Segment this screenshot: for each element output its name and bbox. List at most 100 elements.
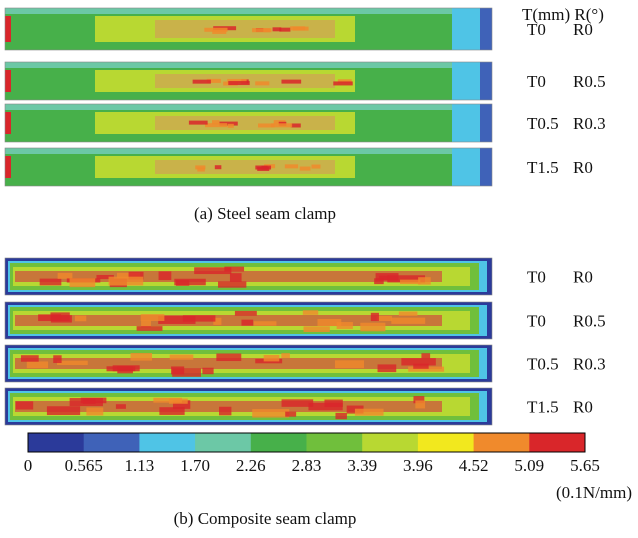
strip-patch (299, 166, 311, 171)
colorbar-frame (27, 432, 586, 453)
strip-zone (5, 16, 11, 42)
row-label-t: T0 (527, 20, 546, 39)
row-label-r: R0.3 (573, 114, 606, 133)
colorbar-tick-label: 2.83 (292, 456, 322, 475)
strip-patch (418, 277, 431, 285)
row-label-t: T0.5 (527, 354, 559, 373)
strip-zone (480, 104, 492, 142)
strip-patch (311, 164, 321, 169)
strip-patch (15, 401, 34, 410)
strip-patch (335, 412, 347, 420)
row-label-r: R0 (573, 158, 593, 177)
strip-patch (421, 353, 431, 359)
strip-patch (337, 79, 352, 84)
strip-patch (284, 164, 299, 169)
strip-zone (5, 8, 492, 14)
strip-patch (255, 81, 270, 86)
colorbar-swatch (139, 433, 196, 452)
strip-patch (171, 366, 185, 375)
strip-patch (281, 399, 314, 407)
strip-patch (279, 27, 291, 32)
strip-patch (26, 361, 49, 369)
colorbar-swatch (362, 433, 419, 452)
strip-patch (50, 315, 72, 323)
strip-patch (140, 314, 165, 321)
strip-patch (272, 27, 282, 32)
strip-zone (5, 104, 492, 110)
strip-patch (182, 315, 216, 322)
row-label-r: R0 (573, 397, 593, 416)
colorbar-tick-label: 5.65 (570, 456, 600, 475)
colorbar-swatch (473, 433, 530, 452)
strip-patch (270, 123, 293, 128)
colorbar-tick-label: 0.565 (65, 456, 103, 475)
strip-patch (376, 315, 392, 322)
colorbar-swatch (28, 433, 85, 452)
strip-patch (219, 121, 238, 126)
strip-patch (317, 318, 342, 327)
strip-patch (360, 322, 386, 332)
strip-patch (20, 355, 39, 362)
strip-patch (263, 355, 280, 362)
strip-patch (224, 266, 245, 272)
strip-zone (480, 62, 492, 100)
strip-patch (46, 406, 81, 416)
strip-patch (408, 366, 445, 372)
strip-patch (377, 364, 397, 373)
contour-strip (4, 344, 493, 383)
strip-patch (292, 26, 309, 31)
colorbar-tick-label: 2.26 (236, 456, 266, 475)
contour-strip (4, 103, 493, 143)
strip-patch (216, 353, 242, 362)
strip-patch (74, 315, 87, 322)
colorbar-tick-label: 1.70 (180, 456, 210, 475)
strip-patch (227, 123, 234, 128)
strip-patch (39, 278, 62, 286)
contour-strip (4, 301, 493, 340)
colorbar-tick-label: 5.09 (514, 456, 544, 475)
strip-patch (398, 311, 418, 316)
strip-zone (5, 148, 492, 154)
strip-patch (255, 165, 272, 170)
strip-patch (128, 271, 144, 280)
strip-patch (370, 312, 379, 322)
colorbar-swatch (83, 433, 140, 452)
strip-patch (194, 267, 232, 275)
strip-outline (4, 61, 493, 101)
strip-patch (112, 365, 140, 372)
row-label-r: R0 (573, 20, 593, 39)
strip-patch (281, 353, 290, 359)
strip-patch (202, 367, 214, 375)
strip-patch (136, 326, 163, 331)
strip-patch (290, 123, 301, 128)
strip-patch (38, 314, 62, 322)
row-label-r: R0 (573, 267, 593, 286)
strip-patch (130, 353, 153, 361)
strip-zone (15, 315, 442, 326)
strip-patch (218, 281, 247, 288)
strip-patch (212, 29, 227, 34)
row-label-t: T0 (527, 267, 546, 286)
caption: (a) Steel seam clamp (194, 204, 336, 223)
contour-strip (4, 61, 493, 101)
strip-patch (204, 27, 228, 32)
strip-patch (175, 280, 190, 286)
row-label-t: T0 (527, 72, 546, 91)
strip-patch (69, 398, 103, 407)
strip-patch (308, 402, 343, 411)
strip-outline (4, 103, 493, 143)
strip-outline (4, 7, 493, 51)
strip-patch (192, 79, 211, 84)
strip-patch (188, 120, 208, 125)
strip-outline (4, 257, 493, 296)
strip-patch (57, 360, 88, 366)
strip-patch (214, 165, 222, 170)
colorbar-tick-label: 4.52 (459, 456, 489, 475)
strip-patch (228, 81, 250, 86)
strip-patch (227, 78, 247, 83)
strip-patch (252, 28, 271, 33)
strip-outline (4, 301, 493, 340)
strip-patch (285, 411, 297, 417)
row-label-r: R0.5 (573, 311, 606, 330)
strip-patch (195, 165, 206, 170)
